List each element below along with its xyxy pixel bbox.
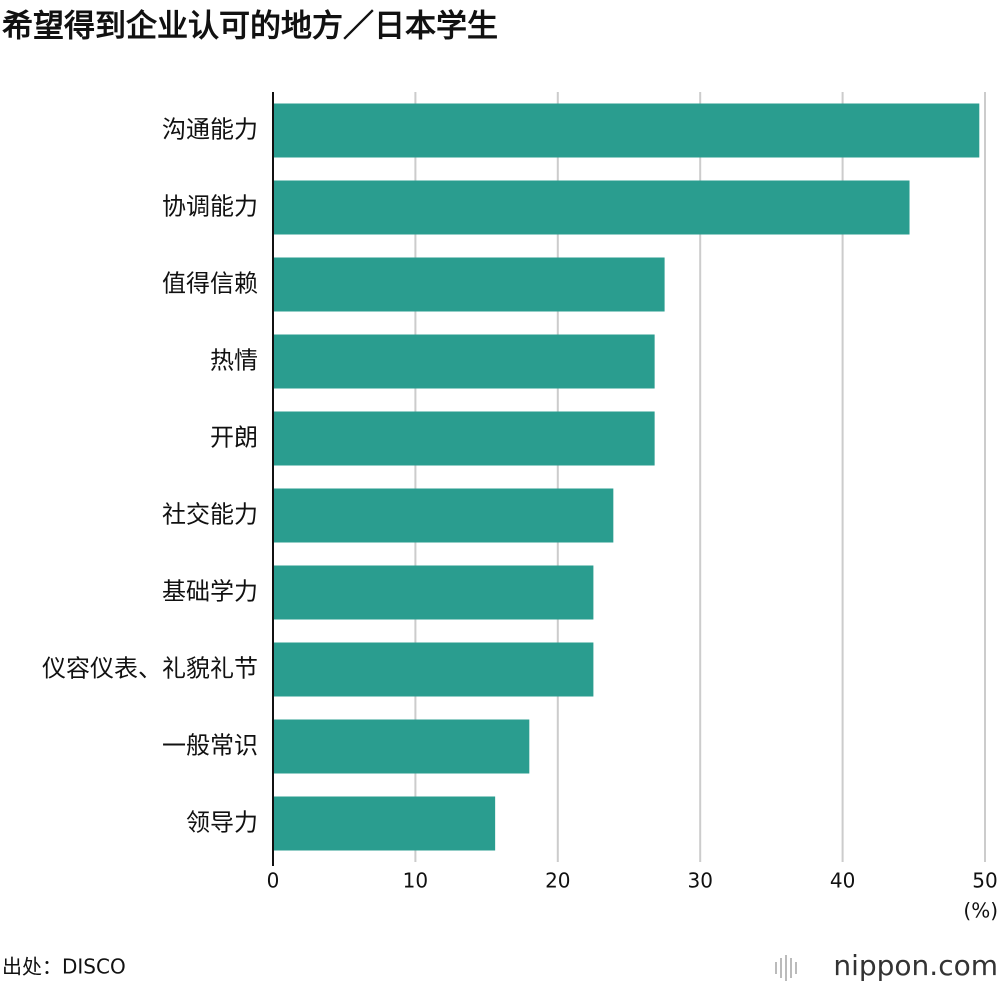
y-tick-label: 社交能力: [162, 501, 258, 529]
bar: [273, 488, 614, 543]
y-tick-label: 热情: [210, 347, 258, 375]
chart-title: 希望得到企业认可的地方／日本学生: [2, 9, 498, 45]
x-tick-label: 40: [830, 869, 855, 893]
x-unit: (%): [963, 899, 998, 923]
bar: [273, 565, 594, 620]
bar: [273, 103, 980, 158]
x-tick-label: 20: [545, 869, 570, 893]
bar: [273, 411, 655, 466]
y-tick-label: 协调能力: [162, 193, 258, 221]
y-tick-label: 领导力: [186, 809, 258, 837]
y-tick-label: 一般常识: [162, 732, 258, 760]
bar: [273, 334, 655, 389]
x-tick-label: 50: [972, 869, 997, 893]
y-tick-label: 值得信赖: [162, 270, 258, 298]
logo-icon: [775, 955, 797, 981]
logo: nippon.com: [833, 949, 998, 982]
x-tick-label: 0: [267, 869, 280, 893]
x-tick-label: 30: [687, 869, 712, 893]
bar: [273, 719, 530, 774]
bar: [273, 180, 910, 235]
y-tick-label: 沟通能力: [162, 116, 258, 144]
bar: [273, 257, 665, 312]
bar: [273, 642, 594, 697]
y-tick-label: 仪容仪表、礼貌礼节: [42, 655, 258, 683]
bar: [273, 796, 496, 851]
x-tick-label: 10: [403, 869, 428, 893]
source: 出处：DISCO: [2, 955, 126, 979]
y-tick-label: 开朗: [210, 424, 258, 452]
y-tick-label: 基础学力: [162, 578, 258, 606]
